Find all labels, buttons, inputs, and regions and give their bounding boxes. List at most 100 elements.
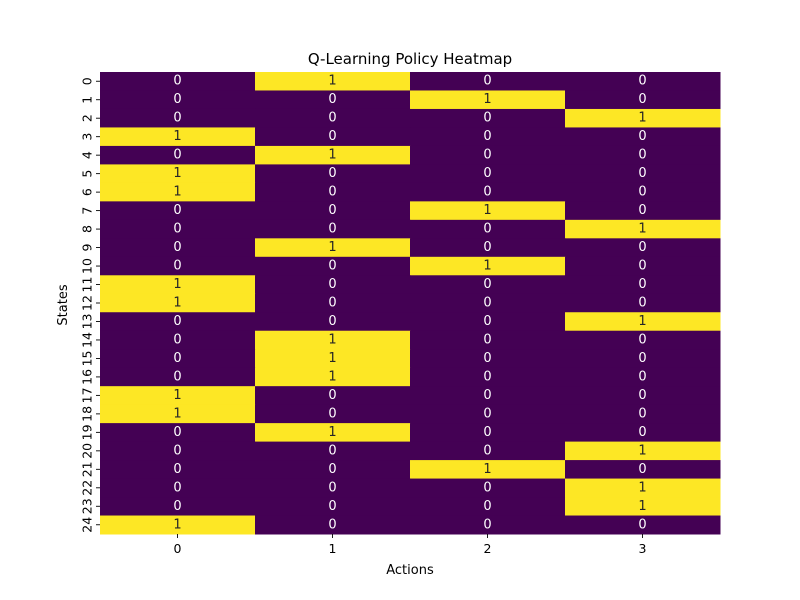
- cell-annotation-s16-a3: 0: [638, 369, 646, 384]
- cell-annotation-s17-a0: 1: [173, 388, 181, 403]
- heatmap-cell-s16-a3: [565, 367, 721, 387]
- y-tick-label-23: 23: [80, 498, 95, 514]
- heatmap-cell-s17-a1: [255, 386, 411, 406]
- x-axis-title: Actions: [386, 563, 434, 578]
- x-tick-label-3: 3: [639, 541, 647, 556]
- cell-annotation-s19-a2: 0: [483, 425, 491, 440]
- heatmap-cell-s20-a2: [410, 441, 566, 461]
- cell-annotation-s3-a3: 0: [638, 129, 646, 144]
- cell-annotation-s1-a1: 0: [328, 92, 336, 107]
- cell-annotation-s6-a2: 0: [483, 185, 491, 200]
- y-tick-label-5: 5: [80, 170, 95, 178]
- cell-annotation-s5-a1: 0: [328, 166, 336, 181]
- heatmap-cell-s4-a2: [410, 145, 566, 165]
- heatmap-cell-s24-a2: [410, 515, 566, 535]
- cell-annotation-s20-a1: 0: [328, 443, 336, 458]
- cell-annotation-s3-a0: 1: [173, 129, 181, 144]
- cell-annotation-s6-a0: 1: [173, 185, 181, 200]
- y-tick-label-21: 21: [80, 461, 95, 477]
- y-tick-label-2: 2: [80, 114, 95, 122]
- cell-annotation-s21-a0: 0: [173, 462, 181, 477]
- cell-annotation-s12-a1: 0: [328, 296, 336, 311]
- heatmap-cell-s16-a0: [100, 367, 256, 387]
- heatmap-cell-s5-a2: [410, 164, 566, 184]
- y-tick-label-16: 16: [80, 369, 95, 385]
- heatmap-cell-s14-a0: [100, 330, 256, 350]
- cell-annotation-s11-a0: 1: [173, 277, 181, 292]
- heatmap-cell-s2-a0: [100, 108, 256, 128]
- heatmap-cell-s13-a3: [565, 312, 721, 332]
- cell-annotation-s2-a2: 0: [483, 111, 491, 126]
- cell-annotation-s6-a3: 0: [638, 185, 646, 200]
- heatmap-cell-s18-a1: [255, 404, 411, 424]
- cell-annotation-s13-a3: 1: [638, 314, 646, 329]
- x-axis: 0 1 2 3: [174, 534, 647, 556]
- heatmap-cell-s7-a1: [255, 201, 411, 221]
- cell-annotation-s23-a0: 0: [173, 499, 181, 514]
- cell-annotation-s15-a2: 0: [483, 351, 491, 366]
- heatmap-cell-s20-a1: [255, 441, 411, 461]
- cell-annotation-s1-a0: 0: [173, 92, 181, 107]
- y-tick-label-14: 14: [80, 332, 95, 348]
- heatmap-cell-s2-a1: [255, 108, 411, 128]
- heatmap-cell-s1-a3: [565, 90, 721, 110]
- heatmap-cell-s19-a3: [565, 423, 721, 443]
- heatmap-cell-s13-a0: [100, 312, 256, 332]
- cell-annotation-s0-a3: 0: [638, 74, 646, 89]
- cell-annotation-s17-a2: 0: [483, 388, 491, 403]
- y-tick-label-17: 17: [80, 387, 95, 403]
- cell-annotation-s9-a1: 1: [328, 240, 336, 255]
- heatmap-cell-s21-a1: [255, 460, 411, 480]
- cell-annotation-s0-a1: 1: [328, 74, 336, 89]
- cell-annotation-s7-a0: 0: [173, 203, 181, 218]
- cell-annotation-s12-a2: 0: [483, 296, 491, 311]
- heatmap-cell-s14-a2: [410, 330, 566, 350]
- cell-annotation-s22-a3: 1: [638, 480, 646, 495]
- heatmap-cell-s7-a0: [100, 201, 256, 221]
- heatmap-cell-s19-a2: [410, 423, 566, 443]
- heatmap-cell-s3-a1: [255, 127, 411, 147]
- heatmap-cell-s4-a3: [565, 145, 721, 165]
- heatmap-cell-s19-a1: [255, 423, 411, 443]
- heatmap-cell-s14-a3: [565, 330, 721, 350]
- cell-annotation-s10-a0: 0: [173, 259, 181, 274]
- y-axis-title: States: [56, 284, 71, 325]
- cell-annotation-s11-a2: 0: [483, 277, 491, 292]
- heatmap-cell-s3-a2: [410, 127, 566, 147]
- heatmap-cell-s6-a0: [100, 182, 256, 202]
- cell-annotation-s24-a0: 1: [173, 517, 181, 532]
- heatmap-cell-s5-a3: [565, 164, 721, 184]
- heatmap-cell-s6-a1: [255, 182, 411, 202]
- heatmap-cell-s10-a0: [100, 256, 256, 276]
- x-tick-label-2: 2: [484, 541, 492, 556]
- y-tick-label-22: 22: [80, 480, 95, 496]
- heatmap-cell-s22-a0: [100, 478, 256, 498]
- heatmap-cell-s8-a1: [255, 219, 411, 239]
- cell-annotation-s21-a1: 0: [328, 462, 336, 477]
- cell-annotation-s8-a0: 0: [173, 222, 181, 237]
- heatmap-cell-s9-a3: [565, 238, 721, 258]
- cell-annotation-s23-a2: 0: [483, 499, 491, 514]
- heatmap-cell-s13-a2: [410, 312, 566, 332]
- heatmap-cell-s15-a3: [565, 349, 721, 369]
- heatmap-cell-s11-a3: [565, 275, 721, 295]
- heatmap-cell-s11-a0: [100, 275, 256, 295]
- cell-annotation-s24-a3: 0: [638, 517, 646, 532]
- cell-annotation-s4-a1: 1: [328, 148, 336, 163]
- heatmap-cell-s22-a2: [410, 478, 566, 498]
- cell-annotation-s4-a3: 0: [638, 148, 646, 163]
- cell-annotation-s22-a0: 0: [173, 480, 181, 495]
- heatmap-cell-s4-a0: [100, 145, 256, 165]
- y-tick-label-0: 0: [80, 77, 95, 85]
- heatmap-cell-s24-a3: [565, 515, 721, 535]
- heatmap-cell-s1-a2: [410, 90, 566, 110]
- cell-annotation-s12-a3: 0: [638, 296, 646, 311]
- cell-annotation-s14-a1: 1: [328, 332, 336, 347]
- y-tick-label-10: 10: [80, 258, 95, 274]
- cell-annotation-s5-a0: 1: [173, 166, 181, 181]
- cell-annotation-s10-a3: 0: [638, 259, 646, 274]
- y-tick-label-24: 24: [80, 517, 95, 533]
- cell-annotation-s15-a3: 0: [638, 351, 646, 366]
- cell-annotation-s16-a1: 1: [328, 369, 336, 384]
- heatmap-cell-s18-a0: [100, 404, 256, 424]
